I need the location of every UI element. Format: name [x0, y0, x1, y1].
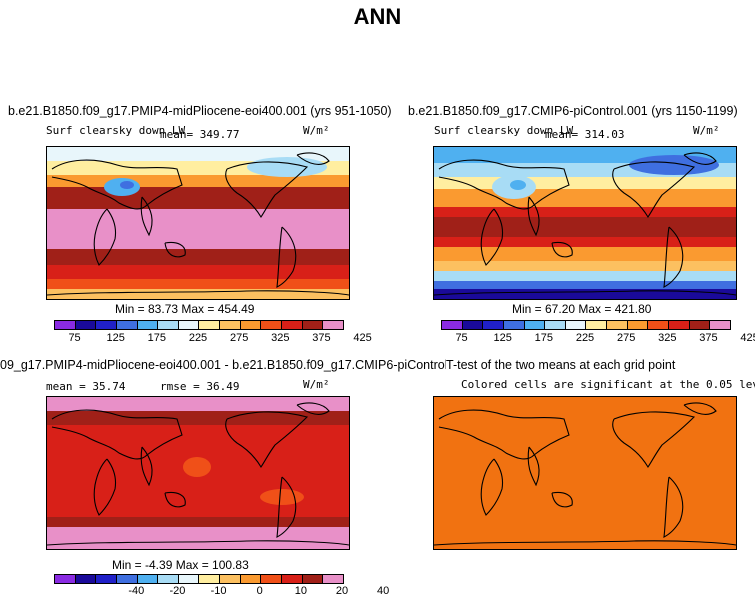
- panel1-colorbar-tick: 325: [271, 332, 290, 344]
- panel2-colorbar-swatch: [461, 321, 483, 329]
- panel2-title: b.e21.B1850.f09_g17.CMIP6-piControl.001 …: [408, 104, 738, 118]
- panel1-colorbar-tick: 75: [68, 332, 81, 344]
- panel1-variable: Surf clearsky down LW: [46, 124, 186, 137]
- panel2-colorbar-swatch: [688, 321, 710, 329]
- panel4-title: T-test of the two means at each grid poi…: [446, 358, 676, 372]
- panel2-variable: Surf clearsky down LW: [434, 124, 574, 137]
- panel1-colorbar-ticks: 75 125 175 225 275 325 375 425: [54, 332, 371, 346]
- panel2-colorbar-swatch: [502, 321, 524, 329]
- panel2-colorbar-tick: 375: [699, 332, 718, 344]
- panel1-colorbar: [54, 320, 344, 330]
- panel1-colorbar-swatch: [177, 321, 199, 329]
- panel2-colorbar-tick: 75: [455, 332, 468, 344]
- panel2-map: [433, 146, 737, 300]
- panel3-units: W/m²: [303, 378, 330, 391]
- panel1-minmax: Min = 83.73 Max = 454.49: [115, 302, 255, 316]
- panel1-colorbar-swatch: [281, 321, 302, 329]
- panel2-colorbar-ticks: 75 125 175 225 275 325 375 425: [441, 332, 755, 346]
- panel1-colorbar-swatch: [239, 321, 261, 329]
- panel3-colorbar-swatch: [260, 575, 282, 583]
- panel3-colorbar-tick: 10: [294, 585, 307, 597]
- panel3-title: 09_g17.PMIP4-midPliocene-eoi400.001 - b.…: [0, 358, 446, 372]
- panel2-colorbar-tick: 175: [534, 332, 554, 344]
- panel3-colorbar: [54, 574, 344, 584]
- panel2-colorbar-swatch: [647, 321, 669, 329]
- panel1-colorbar-swatch: [157, 321, 178, 329]
- panel3-colorbar-swatch: [74, 575, 96, 583]
- panel2-colorbar-tick: 425: [740, 332, 755, 344]
- panel2-units: W/m²: [693, 124, 720, 137]
- panel2-colorbar-tick: 275: [616, 332, 636, 344]
- panel1-colorbar-tick: 125: [106, 332, 125, 344]
- panel1-map: [46, 146, 350, 300]
- panel1-colorbar-swatch: [260, 321, 282, 329]
- figure-title: ANN: [353, 4, 402, 29]
- panel3-colorbar-swatch: [219, 575, 240, 583]
- panel3-colorbar-swatch: [177, 575, 199, 583]
- panel1-mean: mean= 349.77: [160, 128, 240, 141]
- panel3-colorbar-tick: 20: [335, 585, 349, 597]
- panel1-colorbar-swatch: [301, 321, 323, 329]
- panel4-subtitle: Colored cells are significant at the 0.0…: [461, 378, 755, 391]
- panel3-mean: mean = 35.74: [46, 380, 126, 393]
- panel3-colorbar-swatch: [322, 575, 343, 583]
- panel1-colorbar-tick: 225: [188, 332, 208, 344]
- panel1-colorbar-swatch: [95, 321, 116, 329]
- panel3-colorbar-tick: -40: [128, 585, 145, 597]
- panel2-minmax: Min = 67.20 Max = 421.80: [512, 302, 652, 316]
- panel1-colorbar-swatch: [55, 321, 75, 329]
- panel3-colorbar-tick: 0: [256, 585, 263, 597]
- panel2-mean: mean= 314.03: [545, 128, 625, 141]
- panel1-colorbar-swatch: [115, 321, 137, 329]
- panel3-colorbar-ticks: -40 -20 -10 0 10 20 40: [54, 585, 389, 599]
- panel3-colorbar-swatch: [136, 575, 158, 583]
- panel1-colorbar-tick: 425: [353, 332, 372, 344]
- panel3-colorbar-swatch: [301, 575, 323, 583]
- panel1-colorbar-tick: 175: [147, 332, 167, 344]
- panel2-colorbar: [441, 320, 731, 330]
- panel1-colorbar-swatch: [219, 321, 240, 329]
- panel2-colorbar-swatch: [606, 321, 627, 329]
- panel1-colorbar-swatch: [74, 321, 96, 329]
- panel2-colorbar-tick: 225: [575, 332, 595, 344]
- panel2-colorbar-swatch: [544, 321, 565, 329]
- panel3-colorbar-swatch: [157, 575, 178, 583]
- panel2-colorbar-swatch: [442, 321, 462, 329]
- panel3-colorbar-swatch: [115, 575, 137, 583]
- panel2-colorbar-swatch: [668, 321, 689, 329]
- panel3-colorbar-swatch: [239, 575, 261, 583]
- panel2-colorbar-swatch: [482, 321, 503, 329]
- panel1-colorbar-swatch: [198, 321, 220, 329]
- panel1-colorbar-swatch: [136, 321, 158, 329]
- panel3-colorbar-tick: 40: [377, 585, 390, 597]
- panel1-colorbar-tick: 375: [312, 332, 331, 344]
- panel1-colorbar-swatch: [322, 321, 343, 329]
- panel3-colorbar-tick: -20: [169, 585, 186, 597]
- panel3-rmse: rmse = 36.49: [160, 380, 240, 393]
- panel3-colorbar-swatch: [281, 575, 302, 583]
- panel1-title: b.e21.B1850.f09_g17.PMIP4-midPliocene-eo…: [8, 104, 392, 118]
- panel3-colorbar-swatch: [55, 575, 75, 583]
- panel4-map: [433, 396, 737, 550]
- panel3-colorbar-tick: -10: [210, 585, 227, 597]
- panel2-colorbar-tick: 125: [493, 332, 512, 344]
- panel2-colorbar-swatch: [709, 321, 730, 329]
- panel3-minmax: Min = -4.39 Max = 100.83: [112, 558, 249, 572]
- panel2-colorbar-swatch: [564, 321, 586, 329]
- panel3-colorbar-swatch: [95, 575, 116, 583]
- panel1-colorbar-tick: 275: [229, 332, 249, 344]
- panel2-colorbar-swatch: [523, 321, 545, 329]
- panel2-colorbar-swatch: [626, 321, 648, 329]
- panel2-colorbar-swatch: [585, 321, 607, 329]
- panel1-units: W/m²: [303, 124, 330, 137]
- panel3-map: [46, 396, 350, 550]
- panel2-colorbar-tick: 325: [658, 332, 677, 344]
- panel3-colorbar-swatch: [198, 575, 220, 583]
